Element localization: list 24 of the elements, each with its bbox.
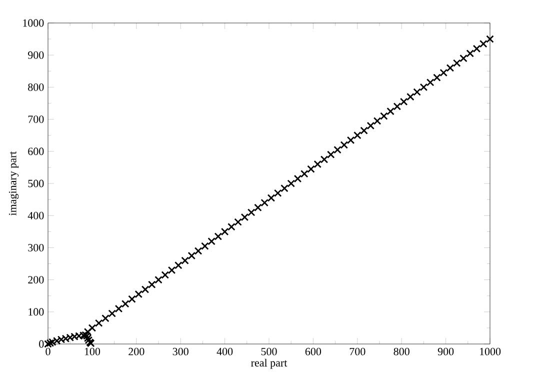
y-tick-label: 500 [28, 180, 44, 188]
x-tick-label: 100 [84, 348, 100, 356]
y-tick-label: 0 [39, 340, 44, 348]
x-tick-label: 900 [438, 348, 454, 356]
x-tick-label: 600 [305, 348, 322, 356]
x-tick-label: 700 [350, 348, 366, 356]
x-tick-label: 500 [261, 348, 277, 356]
y-tick-label: 800 [28, 83, 44, 91]
x-tick-label: 200 [128, 348, 144, 356]
y-tick-label: 600 [28, 148, 44, 156]
x-tick-label: 0 [46, 348, 50, 356]
y-tick-label: 900 [28, 51, 44, 59]
x-tick-label: 300 [172, 348, 188, 356]
x-axis-title: real part [251, 358, 288, 369]
y-axis-title: imaginary part [8, 151, 19, 216]
x-tick-label: 400 [216, 348, 233, 356]
x-tick-label: 1000 [480, 348, 501, 356]
y-tick-label: 300 [28, 244, 44, 252]
y-tick-label: 100 [28, 308, 44, 316]
y-tick-label: 200 [28, 276, 44, 284]
x-tick-label: 800 [394, 348, 410, 356]
y-tick-label: 1000 [23, 19, 44, 27]
y-tick-label: 700 [28, 116, 44, 124]
y-tick-label: 400 [28, 212, 44, 220]
